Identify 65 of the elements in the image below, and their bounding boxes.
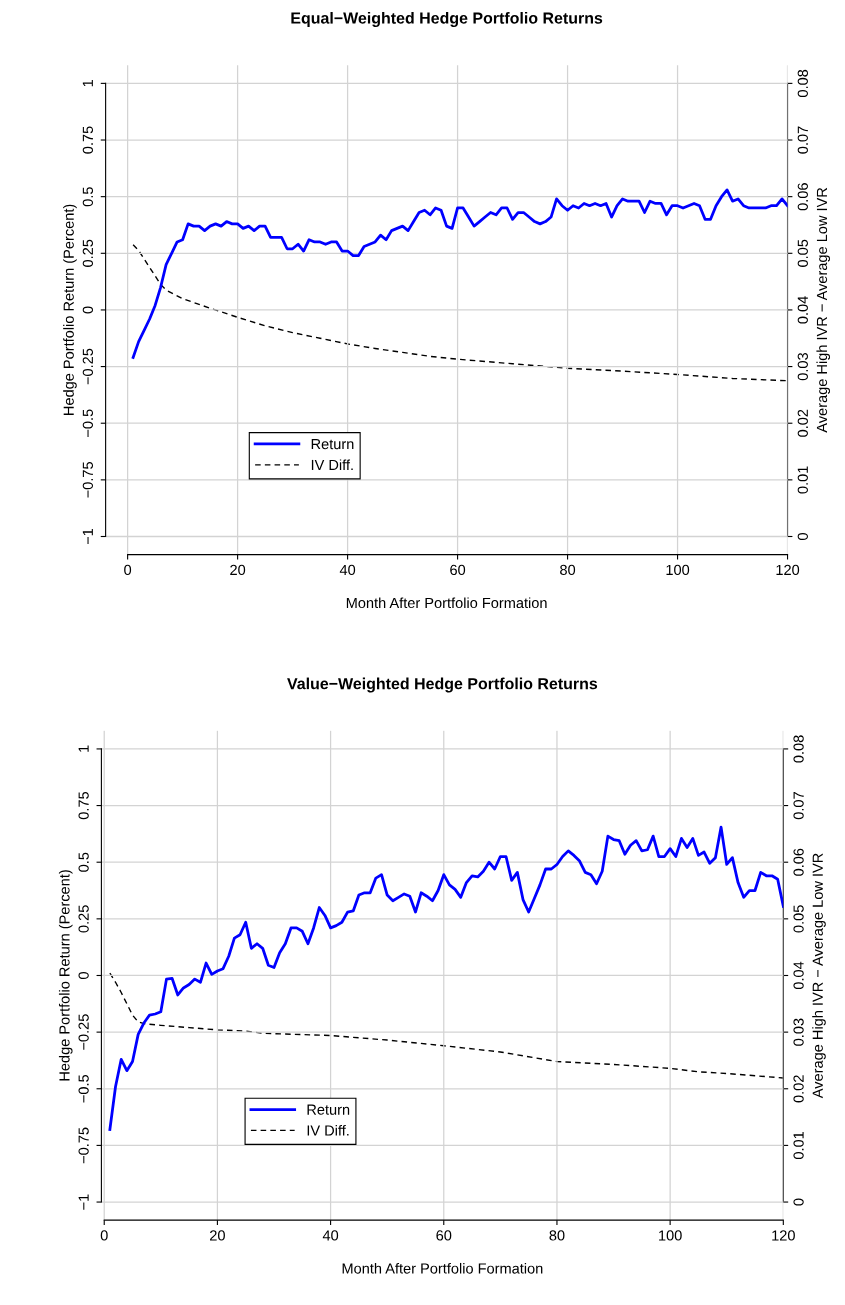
- chart-title: Value−Weighted Hedge Portfolio Returns: [287, 677, 598, 693]
- x-tick-label: 0: [124, 564, 132, 576]
- x-tick-label: 60: [436, 1230, 452, 1241]
- y-tick-label: −0.75: [82, 462, 94, 498]
- y2-axis-title: Average High IVR − Average Low IVR: [816, 187, 831, 433]
- x-tick-label: 20: [230, 564, 246, 576]
- x-tick-label: 20: [210, 1230, 225, 1241]
- x-tick-label: 40: [322, 1230, 339, 1241]
- legend-label: Return: [307, 1104, 350, 1115]
- chart-title: Equal−Weighted Hedge Portfolio Returns: [291, 12, 603, 27]
- y2-tick-label: 0.02: [793, 1075, 804, 1103]
- legend-label: IV Diff.: [311, 459, 353, 470]
- y-tick-label: −1: [78, 1194, 89, 1210]
- y2-tick-label: 0.05: [793, 905, 804, 933]
- x-tick-label: 120: [776, 564, 800, 576]
- y-tick-label: −1: [82, 528, 93, 545]
- x-axis-title: Month After Portfolio Formation: [342, 1262, 543, 1274]
- x-tick-label: 80: [549, 1230, 565, 1241]
- y-tick-label: 0.5: [82, 187, 94, 207]
- y2-tick-label: 0.03: [797, 353, 808, 381]
- y2-tick-label: 0.08: [793, 735, 804, 763]
- legend-label: Return: [311, 439, 354, 450]
- y-tick-label: 0.75: [78, 791, 89, 820]
- y2-axis-title: Average High IVR − Average Low IVR: [812, 853, 826, 1099]
- line-series: [131, 188, 788, 359]
- line-series: [109, 972, 784, 1079]
- y-tick-label: −0.25: [78, 1014, 89, 1050]
- y2-tick-label: 0.06: [793, 848, 804, 876]
- y-tick-label: 0.75: [82, 126, 94, 154]
- y-tick-label: 0: [82, 306, 94, 314]
- y-tick-label: −0.75: [78, 1127, 89, 1164]
- y2-tick-label: 0.02: [797, 409, 808, 437]
- y2-tick-label: 0.04: [793, 961, 804, 990]
- y2-tick-label: 0.01: [793, 1131, 804, 1160]
- y2-tick-label: 0.03: [793, 1018, 804, 1046]
- y2-tick-label: 0.07: [797, 126, 808, 154]
- y2-tick-label: 0.04: [797, 296, 808, 324]
- y-tick-label: −0.5: [82, 409, 94, 437]
- x-tick-label: 60: [450, 564, 466, 576]
- y2-tick-label: 0.05: [797, 239, 808, 267]
- y-axis-title: Hedge Portfolio Return (Percent): [58, 870, 73, 1081]
- line-series: [132, 244, 788, 382]
- y2-tick-label: 0.06: [797, 183, 808, 211]
- y-axis-title: Hedge Portfolio Return (Percent): [63, 204, 77, 415]
- x-tick-label: 0: [100, 1230, 108, 1241]
- y-tick-label: −0.5: [78, 1074, 89, 1103]
- x-tick-label: 100: [666, 564, 690, 576]
- y2-tick-label: 0: [797, 533, 808, 540]
- y2-tick-label: 0.07: [793, 792, 804, 820]
- y-tick-label: 1: [82, 80, 93, 87]
- y-tick-label: −0.25: [82, 348, 94, 385]
- y-tick-label: 0: [78, 972, 89, 979]
- y-tick-label: 0.25: [82, 239, 94, 267]
- x-axis-title: Month After Portfolio Formation: [346, 597, 547, 609]
- y2-tick-label: 0.01: [797, 466, 808, 494]
- x-tick-label: 100: [659, 1230, 682, 1241]
- y2-tick-label: 0.08: [797, 69, 808, 97]
- x-tick-label: 80: [560, 564, 576, 576]
- x-tick-label: 120: [772, 1230, 795, 1241]
- legend-label: IV Diff.: [307, 1124, 349, 1136]
- y2-tick-label: 0: [793, 1198, 804, 1206]
- y-tick-label: 0.25: [78, 905, 89, 933]
- y-tick-label: 1: [78, 745, 89, 752]
- y-tick-label: 0.5: [78, 852, 89, 872]
- x-tick-label: 40: [339, 564, 356, 576]
